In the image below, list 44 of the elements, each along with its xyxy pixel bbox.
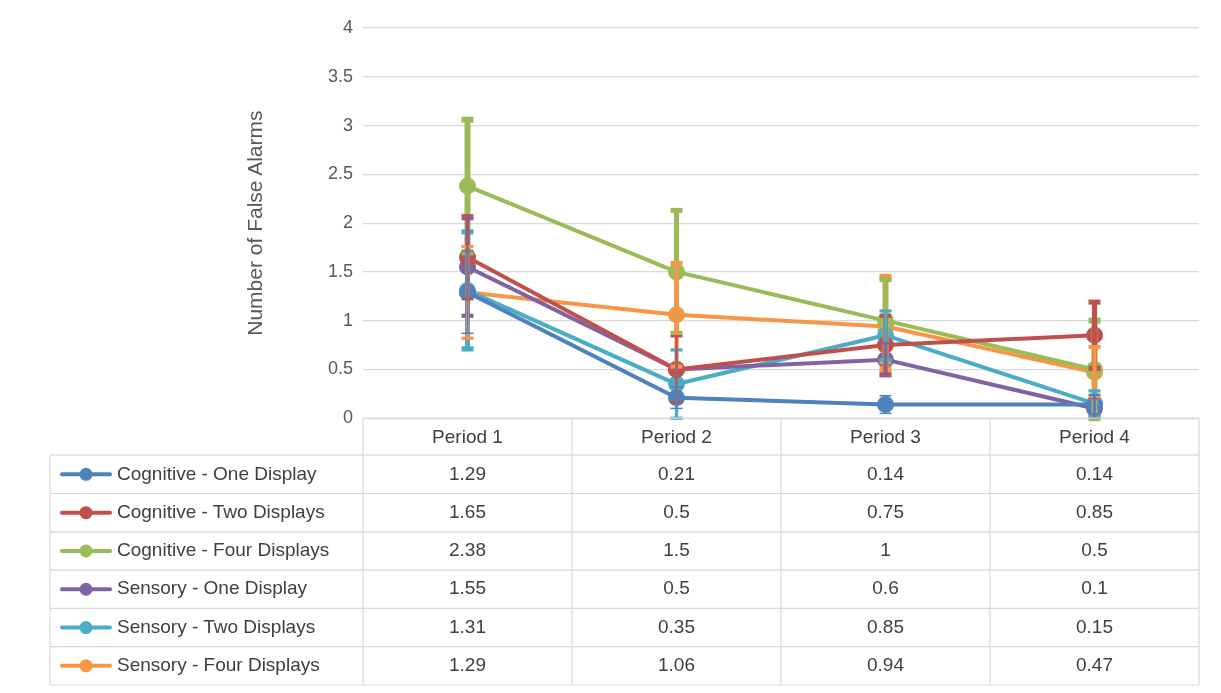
data-label: 0.14 <box>867 462 905 484</box>
data-label: 1.65 <box>449 500 486 522</box>
y-axis-title: Number of False Alarms <box>243 110 267 336</box>
data-label: 1.5 <box>663 539 690 561</box>
legend-label: Cognitive - One Display <box>117 462 318 484</box>
y-tick-label: 3 <box>342 114 353 135</box>
data-label: 0.94 <box>867 654 905 676</box>
x-tick-label: Period 1 <box>432 425 503 447</box>
legend-label: Sensory - Four Displays <box>117 654 320 676</box>
y-tick-label: 0.5 <box>327 358 353 379</box>
data-label: 1 <box>880 539 891 561</box>
data-label: 2.38 <box>449 539 486 561</box>
data-label: 0.5 <box>663 577 690 599</box>
data-label: 1.29 <box>449 654 486 676</box>
data-label: 1.29 <box>449 462 486 484</box>
legend-label: Sensory - Two Displays <box>117 615 316 637</box>
legend-label: Cognitive - Four Displays <box>117 539 330 561</box>
data-label: 0.15 <box>1076 615 1113 637</box>
y-tick-label: 2 <box>342 212 353 233</box>
legend-label: Cognitive - Two Displays <box>117 500 325 522</box>
y-tick-label: 4 <box>342 16 353 37</box>
data-label: 0.47 <box>1076 654 1113 676</box>
data-label: 0.6 <box>872 577 899 599</box>
y-tick-label: 0 <box>342 407 353 428</box>
data-label: 0.5 <box>663 500 690 522</box>
data-label: 0.14 <box>1076 462 1114 484</box>
y-tick-label: 3.5 <box>327 65 353 86</box>
data-label: 1.06 <box>658 654 695 676</box>
x-tick-label: Period 2 <box>641 425 712 447</box>
data-label: 0.5 <box>1081 539 1108 561</box>
data-label: 1.55 <box>449 577 486 599</box>
y-tick-label: 1.5 <box>327 260 353 281</box>
data-label: 0.21 <box>658 462 695 484</box>
data-label: 0.75 <box>867 500 904 522</box>
x-tick-label: Period 4 <box>1059 425 1131 447</box>
legend-label: Sensory - One Display <box>117 577 308 599</box>
data-label: 0.85 <box>1076 500 1113 522</box>
data-label: 1.31 <box>449 615 486 637</box>
data-label: 0.1 <box>1081 577 1108 599</box>
x-tick-label: Period 3 <box>850 425 921 447</box>
y-tick-label: 1 <box>342 309 353 330</box>
y-tick-label: 2.5 <box>327 163 353 184</box>
data-label: 0.35 <box>658 615 695 637</box>
data-label: 0.85 <box>867 615 904 637</box>
